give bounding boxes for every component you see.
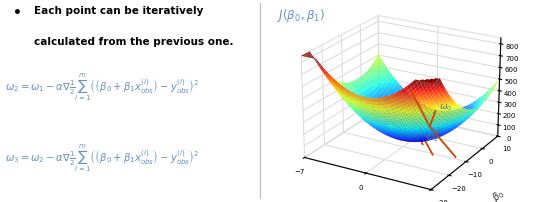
Text: Each point can be iteratively: Each point can be iteratively xyxy=(34,6,203,16)
Text: $\omega_2 = \omega_1 - \alpha\nabla\frac{1}{2}\sum_{i=1}^{m}\left(\left(\beta_0 : $\omega_2 = \omega_1 - \alpha\nabla\frac… xyxy=(5,71,200,102)
Text: $\omega_3 = \omega_2 - \alpha\nabla\frac{1}{2}\sum_{i=1}^{m}\left(\left(\beta_0 : $\omega_3 = \omega_2 - \alpha\nabla\frac… xyxy=(5,141,200,173)
Y-axis label: $\beta_0$: $\beta_0$ xyxy=(489,185,507,202)
Text: calculated from the previous one.: calculated from the previous one. xyxy=(34,36,234,46)
Text: •: • xyxy=(13,6,22,20)
Text: $J(\beta_0, \beta_1)$: $J(\beta_0, \beta_1)$ xyxy=(277,7,325,24)
